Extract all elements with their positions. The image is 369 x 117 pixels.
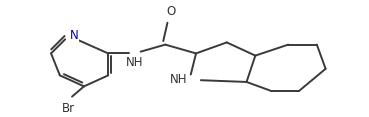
Text: O: O <box>166 5 175 18</box>
Text: NH: NH <box>126 56 143 69</box>
Text: Br: Br <box>62 102 75 115</box>
Text: N: N <box>70 29 79 42</box>
Text: NH: NH <box>170 73 187 86</box>
